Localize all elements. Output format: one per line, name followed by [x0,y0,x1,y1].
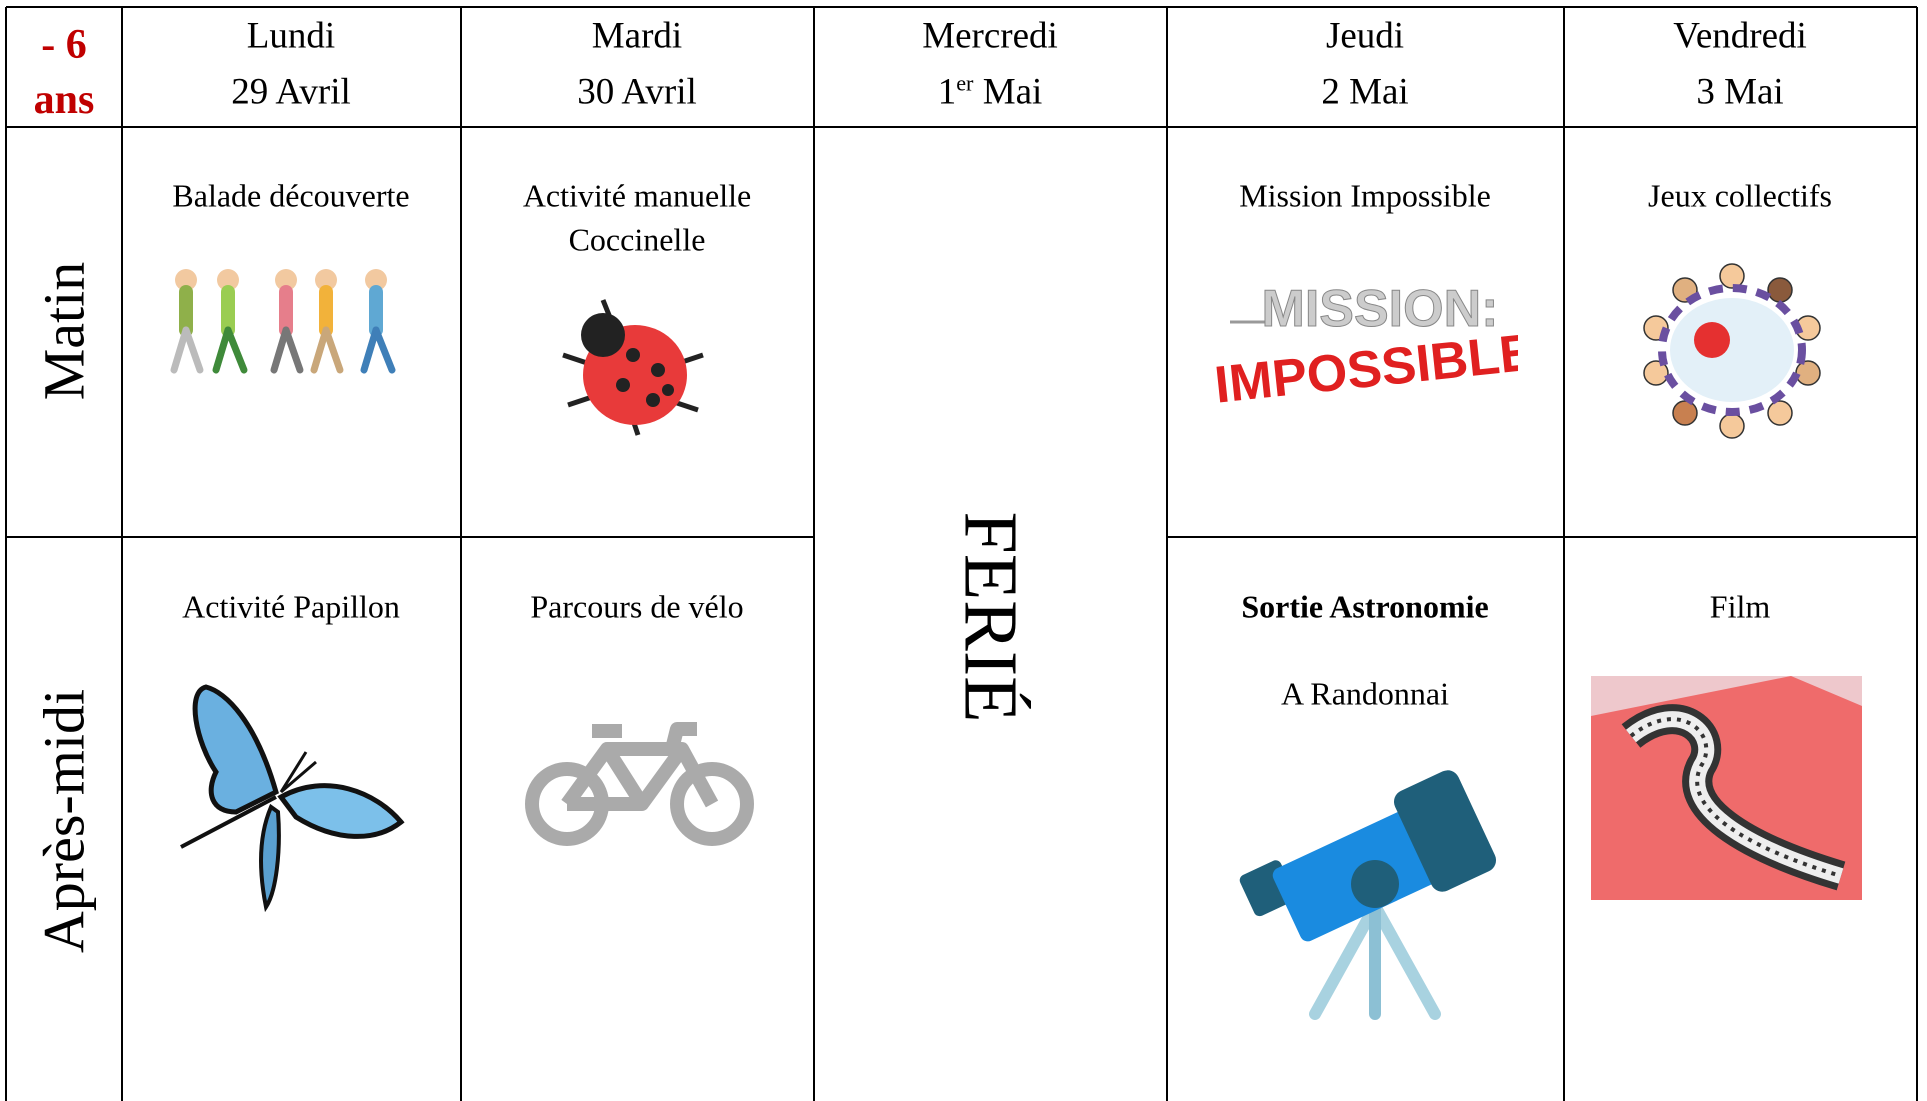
period-label: Matin [31,261,97,401]
hikers-icon [170,269,396,374]
day-date: 3 Mai [1696,71,1784,113]
day-name: Jeudi [1325,15,1405,57]
activity-place: A Randonnai [1281,675,1449,712]
activity-title: Balade découverte [172,177,410,214]
activity-title: Film [1709,588,1771,625]
butterfly-icon [180,684,405,913]
activity-title: Activité manuelle [522,177,752,214]
activity-title: Mission Impossible [1239,177,1491,214]
holiday-label: FERIÉ [948,511,1033,723]
activity-title: Jeux collectifs [1648,177,1832,214]
day-name: Lundi [246,15,336,57]
day-date: 30 Avril [577,71,697,113]
mission-logo: MISSION: IMPOSSIBLE [1212,280,1518,415]
date-suffix: er [956,70,974,96]
day-name: Mercredi [922,15,1058,57]
activity-title: Coccinelle [568,221,706,258]
activity-title: Sortie Astronomie [1241,588,1489,625]
logo-text: MISSION: [1262,280,1499,338]
period-label: Après-midi [31,688,97,954]
film-icon [1591,676,1862,900]
telescope-icon [1239,770,1497,1020]
activity-title: Parcours de vélo [530,588,744,625]
bicycle-icon [525,722,754,846]
day-date: 2 Mai [1321,71,1409,113]
children-circle-icon [1643,263,1821,439]
age-group: - 6 [41,22,87,68]
ladybug-icon [562,299,704,436]
age-group: ans [33,77,95,123]
day-name: Vendredi [1673,15,1807,57]
day-name: Mardi [591,15,683,57]
date-month: Mai [982,71,1043,113]
date-number: 1 [937,71,957,113]
activity-title: Activité Papillon [182,588,400,625]
day-date: 1er Mai [938,70,1043,113]
day-date: 29 Avril [231,71,351,113]
